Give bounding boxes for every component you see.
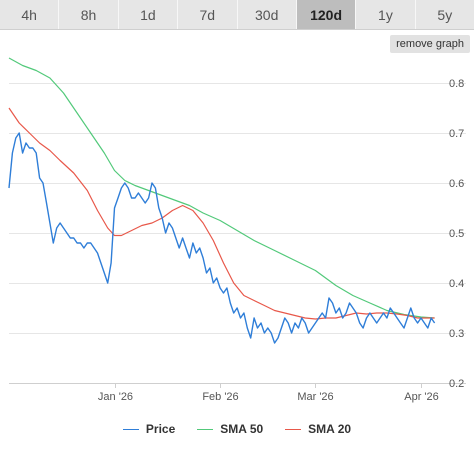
tab-120d[interactable]: 120d xyxy=(296,0,357,29)
tab-30d[interactable]: 30d xyxy=(238,0,297,29)
tab-7d[interactable]: 7d xyxy=(178,0,238,29)
y-tick-label: 0.8 xyxy=(449,78,464,90)
timeframe-tabs: 4h 8h 1d 7d 30d 120d 1y 5y xyxy=(0,0,474,30)
series-line-price xyxy=(8,132,436,344)
y-tick-label: 0.2 xyxy=(449,378,464,390)
legend-line-icon xyxy=(122,428,139,430)
legend-label: SMA 50 xyxy=(220,422,264,436)
legend-line-icon xyxy=(285,428,302,430)
legend-label: SMA 20 xyxy=(308,422,352,436)
series-line-sma20 xyxy=(8,107,435,320)
x-tick-label: Apr '26 xyxy=(404,391,439,403)
y-tick-label: 0.7 xyxy=(449,128,464,140)
tab-1d[interactable]: 1d xyxy=(119,0,179,29)
tab-5y[interactable]: 5y xyxy=(416,0,474,29)
legend-line-icon xyxy=(197,428,214,430)
chart-legend: Price SMA 50 SMA 20 xyxy=(0,418,474,440)
y-tick-label: 0.4 xyxy=(449,278,464,290)
series-line-sma50 xyxy=(8,57,435,319)
tab-label: 1y xyxy=(378,6,393,23)
x-tick-label: Feb '26 xyxy=(202,391,238,403)
tab-label: 8h xyxy=(80,6,97,23)
series-lines xyxy=(8,57,436,344)
x-tick-label: Jan '26 xyxy=(98,391,133,403)
tab-8h[interactable]: 8h xyxy=(59,0,119,29)
y-axis-ticks: 0.2 0.3 0.4 0.5 0.6 0.7 0.8 xyxy=(449,78,464,390)
remove-graph-button[interactable]: remove graph xyxy=(390,35,470,53)
grid-lines xyxy=(9,83,466,384)
y-tick-label: 0.6 xyxy=(449,178,464,190)
y-tick-label: 0.5 xyxy=(449,228,464,240)
x-axis-ticks: Jan '26 Feb '26 Mar '26 Apr '26 xyxy=(98,383,439,403)
tab-label: 7d xyxy=(199,6,216,23)
tab-1y[interactable]: 1y xyxy=(356,0,416,29)
tab-4h[interactable]: 4h xyxy=(0,0,60,29)
tab-label: 30d xyxy=(255,6,279,23)
x-tick-label: Mar '26 xyxy=(297,391,333,403)
tab-label: 5y xyxy=(437,6,453,23)
y-tick-label: 0.3 xyxy=(449,328,464,340)
tab-label: 120d xyxy=(310,6,343,23)
legend-item-price[interactable]: Price xyxy=(122,422,176,436)
legend-label: Price xyxy=(145,422,176,436)
tab-label: 1d xyxy=(140,6,156,23)
legend-item-sma20[interactable]: SMA 20 xyxy=(285,422,351,436)
legend-item-sma50[interactable]: SMA 50 xyxy=(197,422,263,436)
tab-label: 4h xyxy=(21,6,37,23)
